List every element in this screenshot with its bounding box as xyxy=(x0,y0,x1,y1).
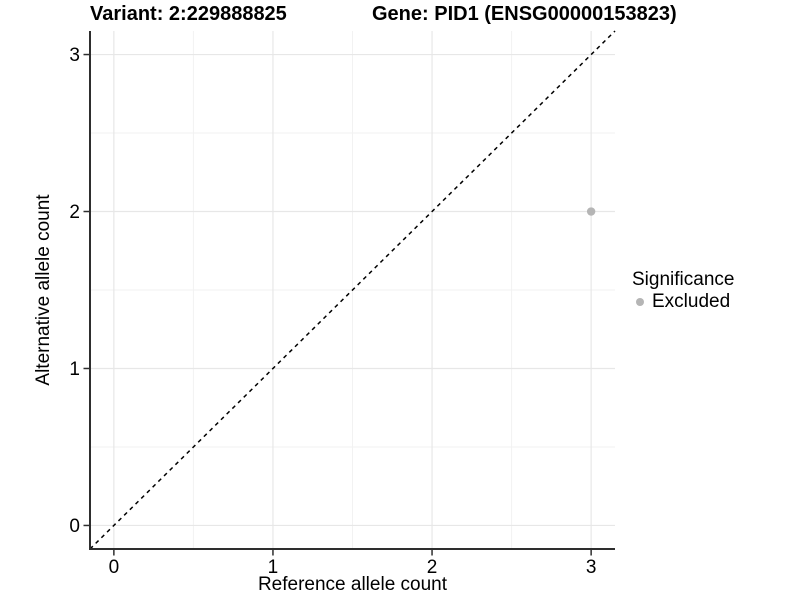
x-tick-label: 1 xyxy=(268,557,279,578)
y-tick-label: 0 xyxy=(69,516,80,537)
identity-dashed-line xyxy=(89,30,616,550)
legend: Significance Excluded xyxy=(632,270,734,312)
legend-key-dot xyxy=(636,298,644,306)
x-tick-label: 3 xyxy=(586,557,597,578)
gene-title: Gene: PID1 (ENSG00000153823) xyxy=(372,3,677,25)
legend-item-label: Excluded xyxy=(652,291,731,312)
y-tick-label: 1 xyxy=(69,359,80,380)
variant-title: Variant: 2:229888825 xyxy=(90,3,287,25)
y-axis-label: Alternative allele count xyxy=(33,194,54,386)
y-tick-label: 2 xyxy=(69,202,80,223)
y-tick-label: 3 xyxy=(69,45,80,66)
legend-title: Significance xyxy=(632,269,735,290)
x-axis-label: Reference allele count xyxy=(257,574,448,595)
data-point xyxy=(586,207,596,216)
x-tick-label: 2 xyxy=(427,557,438,578)
axis-line xyxy=(89,31,615,550)
legend-item-excluded: Excluded xyxy=(632,292,734,312)
x-tick-label: 0 xyxy=(109,557,120,578)
